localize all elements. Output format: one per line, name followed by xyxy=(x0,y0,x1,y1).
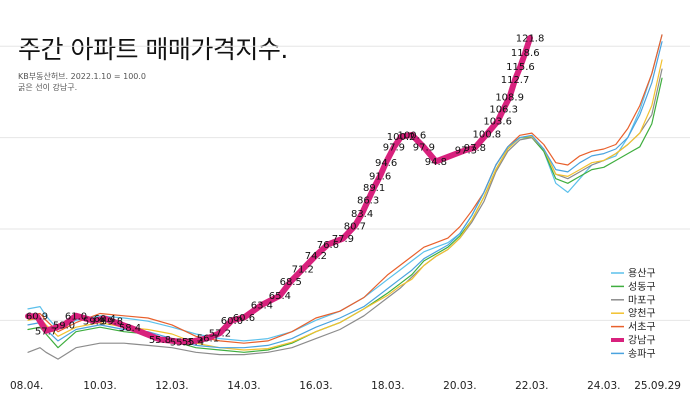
data-label: 115.6 xyxy=(506,62,535,73)
data-label: 108.9 xyxy=(495,92,524,103)
legend-label: 양천구 xyxy=(628,308,656,320)
data-label: 56.1 xyxy=(197,334,219,345)
series-line-용산구 xyxy=(27,34,663,342)
data-label: 63.4 xyxy=(251,300,273,311)
data-label: 100.8 xyxy=(473,129,502,140)
x-tick-label: 22.03. xyxy=(515,380,548,392)
x-tick-label: 25.09.29 xyxy=(634,380,681,392)
data-label: 118.6 xyxy=(511,48,540,59)
data-label: 60.6 xyxy=(233,313,255,324)
data-label: 100.2 xyxy=(387,132,416,143)
legend-label: 마포구 xyxy=(628,294,656,306)
data-label: 74.2 xyxy=(305,251,327,262)
data-label: 57.2 xyxy=(209,329,231,340)
series-line-강남구 xyxy=(25,35,533,345)
series-line-송파구 xyxy=(27,41,663,349)
data-label: 59.9 xyxy=(83,316,105,327)
data-labels: 60.9 57.759.061.059.960.459.858.4 55.855.3… xyxy=(26,34,544,349)
data-label: 112.7 xyxy=(501,75,530,86)
data-label: 60.4 xyxy=(94,314,116,325)
legend-label: 성동구 xyxy=(628,281,656,293)
data-label: 61.0 xyxy=(65,311,87,322)
x-tick-label: 18.03. xyxy=(371,380,404,392)
data-label: 57.7 xyxy=(35,326,57,337)
source-note: KB부동산허브. 2022.1.10 = 100.0 xyxy=(18,72,147,81)
gridlines xyxy=(0,45,690,321)
data-label: 106.3 xyxy=(489,104,518,115)
data-label: 80.7 xyxy=(344,221,366,232)
x-tick-label: 10.03. xyxy=(83,380,116,392)
data-label: 55.8 xyxy=(149,335,171,346)
x-tick-label: 20.03. xyxy=(443,380,476,392)
x-tick-label: 24.03. xyxy=(587,380,620,392)
x-tick-label: 08.04. xyxy=(10,380,43,392)
data-label: 86.3 xyxy=(357,196,379,207)
data-label: 100.6 xyxy=(398,130,427,141)
series-line-서초구 xyxy=(27,34,663,344)
x-tick-label: 12.03. xyxy=(155,380,188,392)
data-label: 103.6 xyxy=(483,117,512,128)
highlight-note: 굵은 선이 강남구. xyxy=(18,83,78,92)
series-line-성동구 xyxy=(27,77,663,353)
x-tick-label: 16.03. xyxy=(299,380,332,392)
data-label: 58.4 xyxy=(119,323,141,334)
x-axis: 08.04. 10.03. 12.03. 14.03. 16.03. 18.03. 20.0… xyxy=(10,380,681,392)
legend-label: 서초구 xyxy=(628,321,656,333)
data-label: 59.0 xyxy=(53,320,75,331)
data-label: 97.9 xyxy=(413,143,435,154)
legend-label: 용산구 xyxy=(628,268,656,280)
data-label: 94.8 xyxy=(425,157,447,168)
data-label: 97.3 xyxy=(455,145,477,156)
data-label: 60.0 xyxy=(221,316,243,327)
data-label: 68.5 xyxy=(280,277,302,288)
data-label: 60.9 xyxy=(26,312,48,323)
series-line-양천구 xyxy=(27,59,663,351)
data-label: 91.6 xyxy=(369,171,391,182)
legend-label: 송파구 xyxy=(628,348,656,360)
data-label: 121.8 xyxy=(516,34,545,45)
data-label: 97.9 xyxy=(383,143,405,154)
data-label: 65.4 xyxy=(269,291,291,302)
data-label: 71.2 xyxy=(292,265,314,276)
data-label: 55.3 xyxy=(170,337,192,348)
chart-title: 주간 아파트 매매가격지수. xyxy=(18,35,288,64)
data-label: 83.4 xyxy=(351,209,373,220)
data-label: 97.8 xyxy=(464,143,486,154)
x-tick-label: 14.03. xyxy=(227,380,260,392)
series-lines xyxy=(25,34,663,360)
data-label: 89.1 xyxy=(363,183,385,194)
data-label: 55.4 xyxy=(182,337,204,348)
legend-label: 강남구 xyxy=(628,335,656,347)
data-label: 77.9 xyxy=(332,234,354,245)
data-label: 94.6 xyxy=(375,158,397,169)
data-label: 76.6 xyxy=(317,240,339,251)
data-label: 59.8 xyxy=(101,317,123,328)
